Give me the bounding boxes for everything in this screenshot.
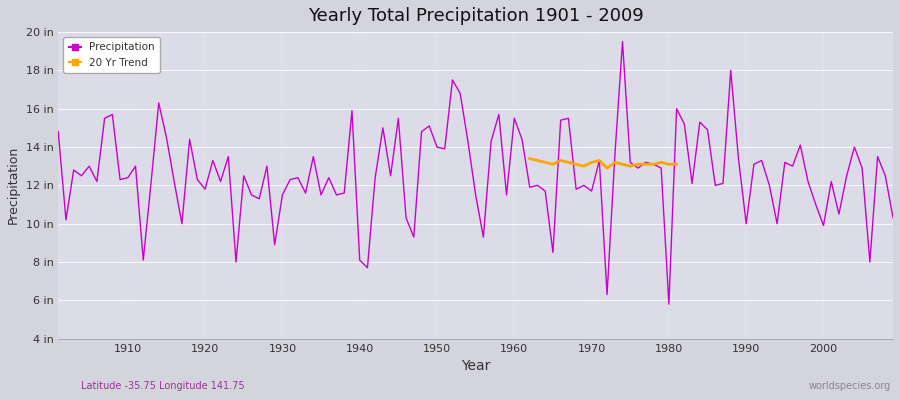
Legend: Precipitation, 20 Yr Trend: Precipitation, 20 Yr Trend bbox=[63, 37, 160, 73]
X-axis label: Year: Year bbox=[461, 359, 491, 373]
Text: Latitude -35.75 Longitude 141.75: Latitude -35.75 Longitude 141.75 bbox=[81, 381, 245, 391]
Title: Yearly Total Precipitation 1901 - 2009: Yearly Total Precipitation 1901 - 2009 bbox=[308, 7, 644, 25]
Y-axis label: Precipitation: Precipitation bbox=[7, 146, 20, 224]
Text: worldspecies.org: worldspecies.org bbox=[809, 381, 891, 391]
